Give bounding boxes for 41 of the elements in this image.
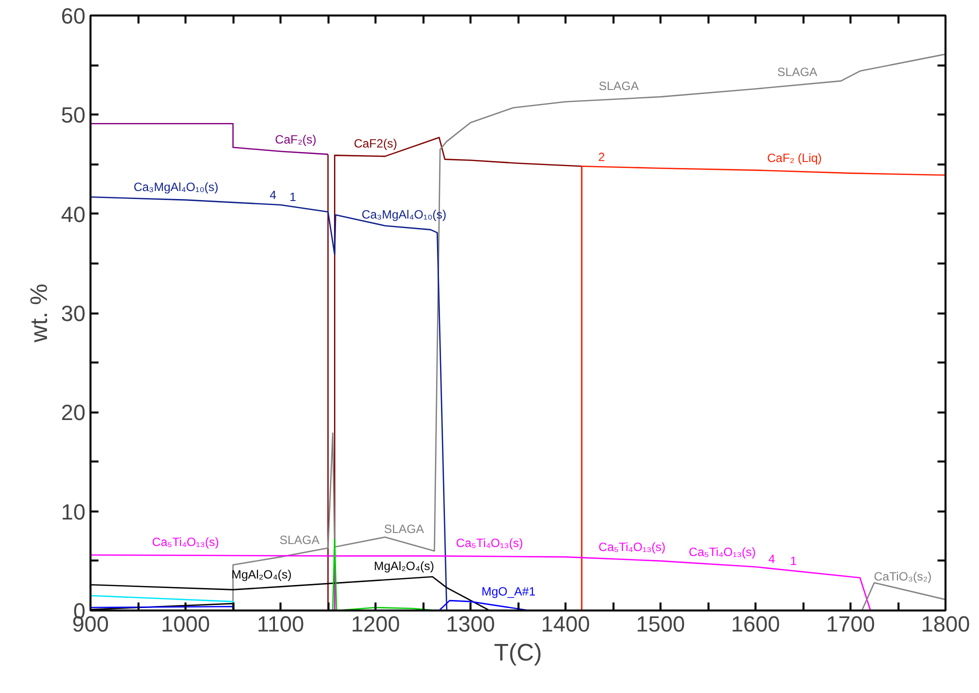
y-axis-title: wt. % [26,284,54,344]
annotation: CaF₂ (Liq) [767,151,822,166]
x-tick-label: 1400 [541,612,590,636]
y-tick-label: 30 [61,301,86,326]
annotation: Ca₃MgAl₄O₁₀(s) [134,180,218,194]
annotation: CaF₂(s) [275,132,316,146]
x-tick-label: 1000 [161,612,210,636]
annotation: Ca₅Ti₄O₁₃(s) [598,540,666,554]
line-series [90,122,329,155]
y-tick-label: 60 [61,4,86,28]
x-tick-label: 1800 [921,612,970,636]
annotation: 2 [598,150,606,164]
annotation: CaF2(s) [354,136,398,150]
annotation: 4 [270,188,277,202]
y-tick-label: 50 [61,102,86,128]
y-tick-label: 20 [61,400,86,426]
y-tick-label: 40 [61,202,86,227]
annotation: MgAl₂O₄(s) [231,568,292,582]
x-tick-label: 1300 [446,612,495,636]
x-tick-label: 1700 [826,612,875,636]
annotation: SLAGA [279,532,320,547]
annotation: Ca₅Ti₄O₁₃(s) [152,534,219,549]
x-tick-label: 1100 [256,612,304,636]
x-tick-label: 1600 [731,612,780,636]
annotation: SLAGA [777,64,818,79]
x-tick-label: 1500 [636,612,685,636]
annotation: SLAGA [598,78,639,93]
x-tick-label: 1200 [351,612,400,636]
annotation: 4 [768,552,776,566]
y-tick-label: 10 [61,499,86,524]
annotation: MgAl₂O₄(s) [374,558,434,573]
annotation: CaTiO₃(s₂) [874,570,932,584]
annotation: MgO_A#1 [481,584,536,599]
annotation: Ca₅Ti₄O₁₃(s) [456,536,523,550]
annotation: SLAGA [384,522,424,536]
line-series [581,166,946,610]
annotation: Ca₅Ti₄O₁₃(s) [688,544,756,559]
x-axis-title: T(C) [494,640,542,666]
annotation: 1 [290,190,297,204]
annotation: 1 [790,554,798,568]
annotation: Ca₃MgAl₄O₁₀(s) [362,208,446,222]
